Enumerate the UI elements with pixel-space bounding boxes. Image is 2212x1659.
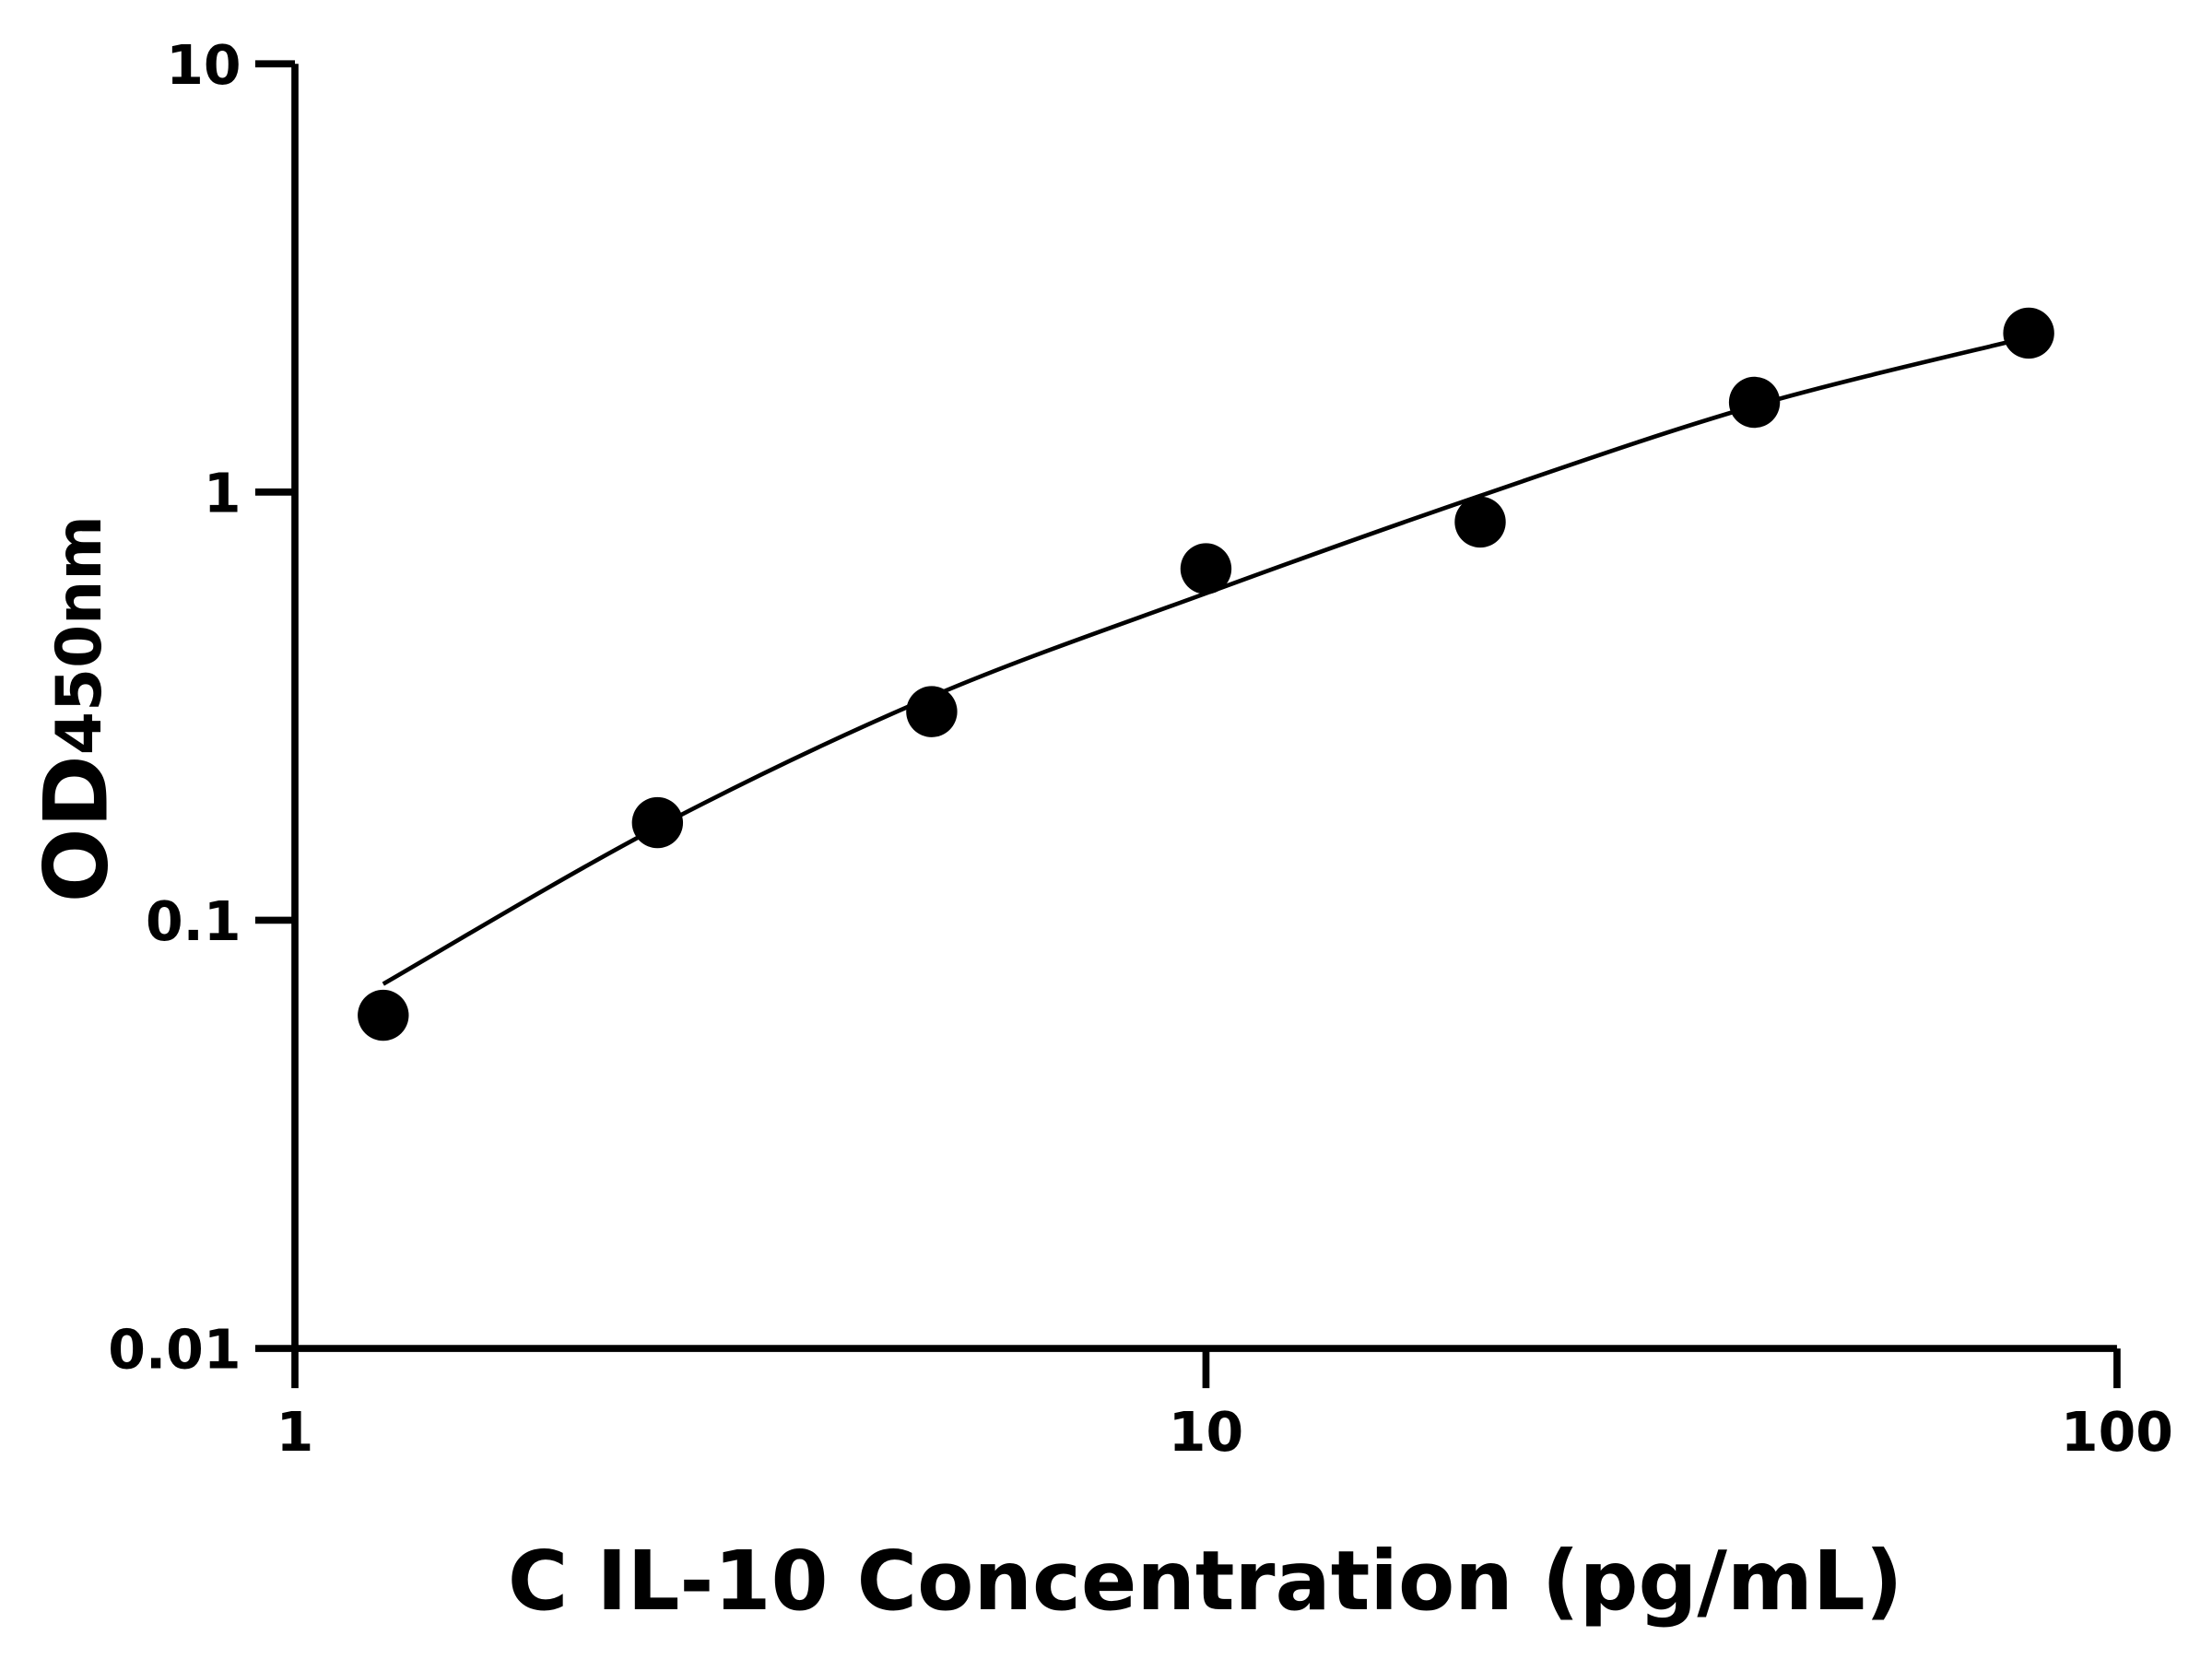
data-point [1454, 496, 1506, 548]
y-axis-label-main: OD [25, 755, 127, 902]
x-tick-label: 1 [276, 1401, 314, 1464]
data-points [358, 307, 2054, 1041]
y-tick-label: 0.1 [146, 890, 241, 953]
data-point [2003, 307, 2054, 359]
data-point [358, 989, 409, 1041]
fit-curve [382, 335, 2030, 986]
data-point [906, 686, 958, 737]
y-tick-label: 0.01 [108, 1319, 241, 1382]
y-tick-label: 1 [204, 462, 241, 524]
ticks: 1 10 100 0.01 0.1 1 10 [108, 34, 2173, 1464]
data-point [1180, 543, 1232, 594]
y-tick-label: 10 [166, 34, 241, 97]
x-tick-label: 10 [1169, 1401, 1243, 1464]
y-axis-label: OD450nm [25, 515, 127, 902]
x-tick-label: 100 [2061, 1401, 2173, 1464]
y-axis-label-sub: 450nm [42, 515, 115, 755]
data-point [1728, 376, 1781, 429]
axes [291, 64, 2117, 1352]
x-axis-label: C IL-10 Concentration (pg/mL) [508, 1534, 1903, 1630]
data-point [631, 796, 684, 849]
